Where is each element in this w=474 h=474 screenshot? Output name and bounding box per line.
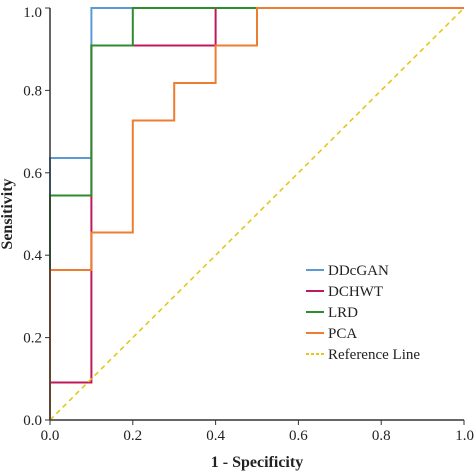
y-tick-label: 0.0 [23,413,42,429]
y-tick-label: 0.6 [23,166,42,182]
y-tick-label: 0.2 [23,331,42,347]
legend-label: LRD [328,305,358,321]
y-tick-label: 0.4 [23,248,42,264]
series-line-pca [49,7,464,420]
axis-ticks: 0.0 0.2 0.4 0.6 0.8 1.0 0.0 0.2 0.4 0.6 0.8 1.0 [23,5,474,444]
legend-label: PCA [328,326,357,342]
legend-label: Reference Line [328,347,420,363]
x-tick-label: 0.6 [289,428,308,444]
x-tick-label: 0.2 [123,428,142,444]
x-tick-label: 0.4 [206,428,225,444]
x-tick-label: 0.0 [41,428,60,444]
legend: DDcGAN DCHWT LRD PCA Reference Line [306,263,420,363]
x-axis-label: 1 - Specificity [211,454,303,471]
x-tick-label: 0.8 [372,428,391,444]
series-line-reference-line [49,7,465,421]
legend-label: DDcGAN [328,263,389,279]
y-tick-label: 0.8 [23,83,42,99]
y-axis-label: Sensitivity [0,178,16,249]
x-tick-label: 1.0 [455,428,474,444]
y-tick-label: 1.0 [23,5,42,21]
legend-label: DCHWT [328,284,383,300]
